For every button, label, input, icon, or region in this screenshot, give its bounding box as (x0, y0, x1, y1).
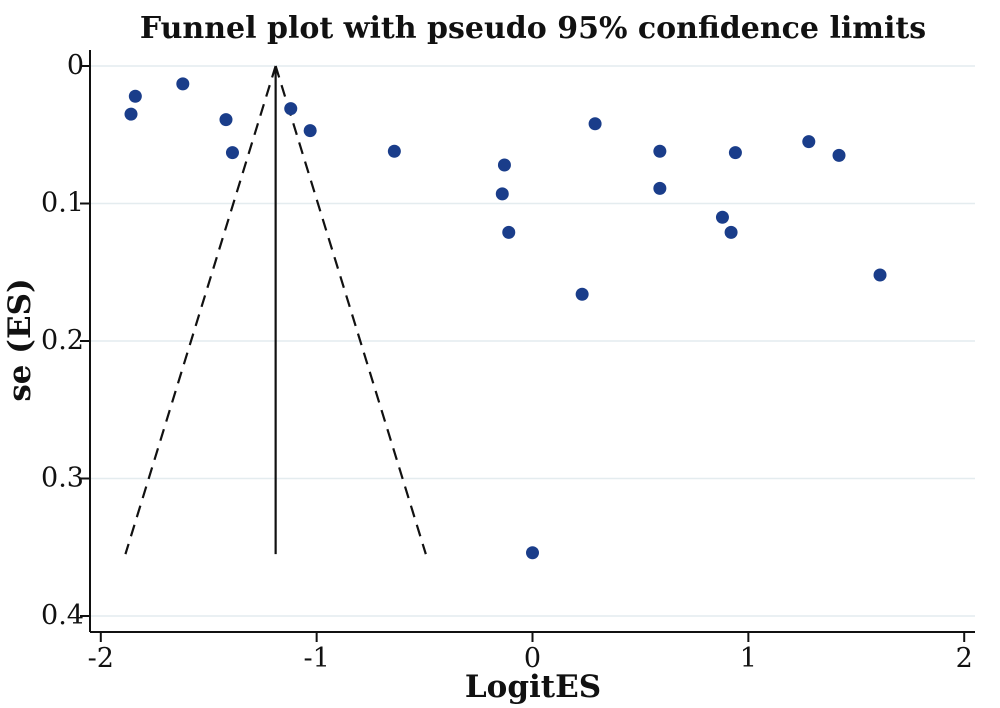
data-points (124, 77, 887, 560)
x-axis-title: LogitES (465, 669, 601, 705)
data-point-12 (575, 287, 589, 301)
x-tick-label-4: 2 (956, 643, 973, 674)
data-point-8 (497, 158, 511, 172)
data-point-7 (387, 144, 401, 158)
data-point-3 (219, 113, 233, 127)
upper-confidence-limit (274, 65, 427, 555)
data-point-17 (715, 210, 729, 224)
data-point-9 (495, 187, 509, 201)
data-point-10 (502, 225, 516, 239)
data-point-16 (728, 146, 742, 160)
data-point-18 (724, 225, 738, 239)
data-point-15 (653, 181, 667, 195)
funnel-lines (124, 65, 427, 555)
y-axis-title: se (ES) (2, 278, 38, 401)
data-point-14 (653, 144, 667, 158)
data-point-4 (225, 146, 239, 160)
data-point-20 (832, 148, 846, 162)
data-point-5 (284, 102, 298, 116)
lower-confidence-limit (124, 65, 277, 555)
data-point-6 (303, 124, 317, 138)
data-point-0 (128, 89, 142, 103)
y-tick-label-0: 0 (67, 50, 84, 81)
y-tick-label-2: 0.2 (41, 325, 84, 356)
x-tick-label-0: -2 (88, 643, 114, 674)
x-tick-label-2: 0 (524, 643, 541, 674)
data-point-21 (873, 268, 887, 282)
data-point-2 (176, 77, 190, 91)
chart-title: Funnel plot with pseudo 95% confidence l… (140, 11, 926, 46)
y-tick-label-1: 0.1 (41, 188, 84, 219)
axes: 0 0.1 0.2 0.3 0.4-2 -1 0 1 2 (41, 50, 975, 674)
gridlines (90, 65, 975, 617)
x-tick-label-3: 1 (740, 643, 757, 674)
data-point-13 (526, 546, 539, 560)
data-point-1 (124, 107, 138, 121)
y-tick-label-3: 0.3 (41, 463, 84, 494)
x-tick-label-1: -1 (303, 643, 329, 674)
data-point-11 (588, 117, 602, 131)
data-point-19 (802, 135, 816, 149)
y-tick-label-4: 0.4 (41, 600, 84, 631)
